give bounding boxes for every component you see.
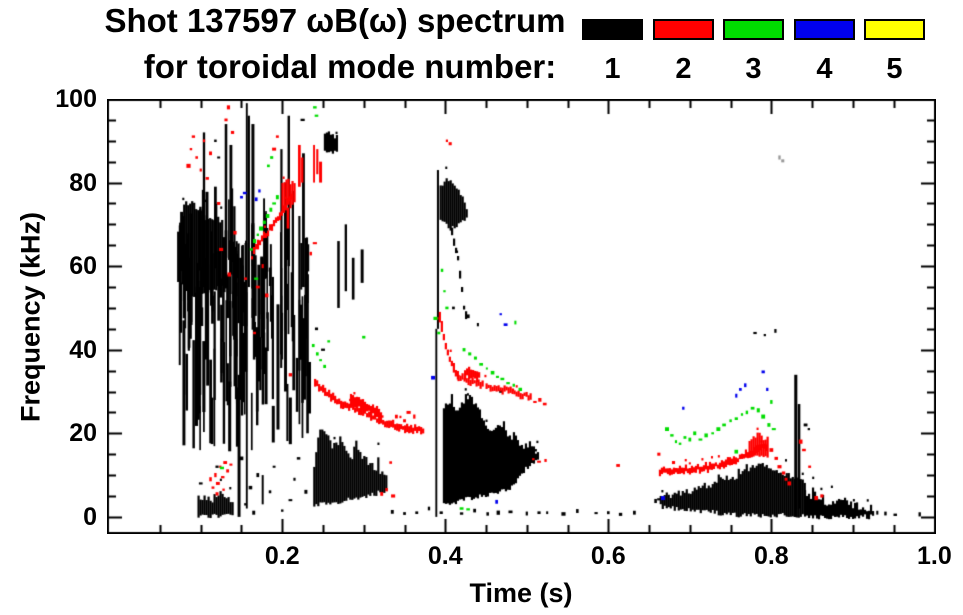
plot-area <box>107 99 936 534</box>
legend-swatch-n2 <box>653 19 714 40</box>
x-tick-label: 0.4 <box>427 542 463 570</box>
legend-label-n4: 4 <box>816 53 833 85</box>
chart-title: Shot 137597 ωB(ω) spectrum <box>104 2 566 39</box>
legend-label-n1: 1 <box>604 53 621 85</box>
y-tick-label: 60 <box>69 252 97 281</box>
legend: 1 2 3 4 5 <box>0 0 963 90</box>
legend-swatch-n4 <box>794 19 855 40</box>
legend-swatch-n5 <box>864 19 925 40</box>
x-tick-label: 1.0 <box>916 542 952 570</box>
x-tick-label: 0.2 <box>264 542 300 570</box>
y-axis-title: Frequency (kHz) <box>15 211 46 423</box>
x-axis-title: Time (s) <box>469 578 573 608</box>
x-tick-label: 0.6 <box>590 542 626 570</box>
legend-label-n3: 3 <box>745 53 762 85</box>
x-tick-label: 0.8 <box>753 542 789 570</box>
y-tick-label: 80 <box>69 168 97 197</box>
legend-label-n2: 2 <box>675 53 692 85</box>
chart-subtitle: for toroidal mode number: <box>143 48 557 85</box>
y-tick-label: 20 <box>69 419 97 448</box>
y-tick-label: 40 <box>69 335 97 364</box>
legend-label-n5: 5 <box>886 53 903 85</box>
legend-swatch-n3 <box>723 19 784 40</box>
legend-swatch-n1 <box>582 19 643 40</box>
y-tick-label: 0 <box>83 502 97 531</box>
y-tick-label: 100 <box>55 85 97 113</box>
